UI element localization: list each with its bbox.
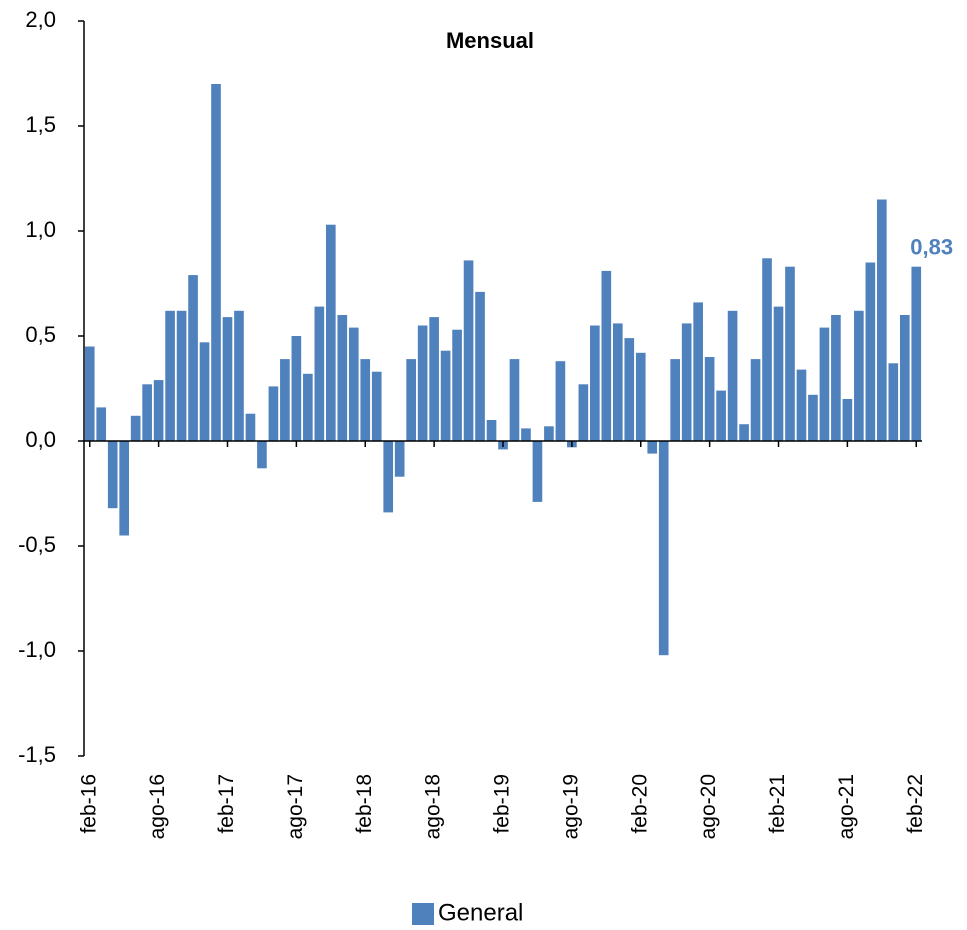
x-tick-label: feb-18 (353, 774, 376, 834)
bar (865, 262, 876, 441)
bar (819, 327, 830, 441)
y-tick-label: 0,0 (25, 427, 56, 452)
bar (727, 310, 738, 441)
bar (785, 266, 795, 441)
x-tick-label: ago-21 (835, 774, 858, 839)
bar (716, 390, 726, 441)
bar (130, 415, 141, 441)
bar (348, 327, 359, 441)
bar (750, 359, 761, 441)
bar (360, 359, 371, 441)
legend-swatch (412, 903, 434, 925)
bar (188, 275, 198, 441)
x-tick-label: ago-19 (559, 774, 582, 839)
bar (314, 306, 325, 441)
bar (773, 306, 784, 441)
bar (383, 441, 394, 513)
bar (211, 84, 221, 441)
x-tick-label: ago-18 (422, 774, 445, 839)
bar (463, 260, 474, 441)
bar (842, 399, 853, 441)
bar (291, 336, 302, 441)
bar (888, 363, 899, 441)
bar (521, 428, 531, 441)
bar (590, 325, 600, 441)
bar (119, 441, 129, 536)
bar (245, 413, 256, 441)
x-tick-label: feb-16 (77, 774, 100, 834)
bar (394, 441, 405, 477)
bar (325, 224, 336, 441)
legend-label: General (438, 899, 523, 926)
x-tick-label: feb-21 (766, 774, 789, 834)
bar (899, 315, 910, 441)
bar (257, 441, 267, 469)
y-tick-label: 1,5 (25, 112, 56, 137)
bar (84, 346, 95, 441)
bar (808, 394, 818, 441)
bar (406, 359, 416, 441)
bar (303, 373, 313, 441)
bar (704, 357, 715, 441)
bar (739, 424, 749, 441)
bar (555, 361, 566, 441)
bar (544, 426, 554, 441)
y-tick-label: -1,0 (18, 637, 56, 662)
bar (280, 359, 290, 441)
bar (486, 420, 497, 441)
chart-title: Mensual (446, 28, 534, 53)
bar (635, 352, 646, 441)
y-tick-label: -0,5 (18, 532, 56, 557)
x-tick-label: feb-22 (904, 774, 927, 834)
x-tick-label: ago-17 (284, 774, 307, 839)
x-tick-label: feb-20 (628, 774, 651, 834)
bar (234, 310, 244, 441)
bar (371, 371, 382, 441)
bar (417, 325, 428, 441)
bar (107, 441, 118, 509)
bar (796, 369, 807, 441)
bar (693, 302, 703, 441)
bar (176, 310, 187, 441)
bar (911, 266, 922, 441)
data-label: 0,83 (910, 235, 953, 260)
bar (578, 384, 589, 441)
bar (475, 291, 485, 441)
bar (681, 323, 692, 441)
bar (670, 359, 681, 441)
bar (165, 310, 175, 441)
bar (854, 310, 864, 441)
bar (429, 317, 439, 441)
bar (142, 384, 152, 441)
bar (647, 441, 658, 454)
x-tick-label: ago-16 (146, 774, 169, 839)
y-tick-label: -1,5 (18, 742, 56, 767)
x-tick-label: ago-20 (697, 774, 720, 839)
bar (440, 350, 451, 441)
bar (532, 441, 543, 502)
bar (268, 386, 279, 441)
y-tick-label: 2,0 (25, 7, 56, 32)
bar (153, 380, 164, 441)
y-tick-label: 1,0 (25, 217, 56, 242)
bar (624, 338, 635, 441)
bar (612, 323, 623, 441)
y-tick-label: 0,5 (25, 322, 56, 347)
bar (877, 199, 887, 441)
x-tick-label: feb-19 (491, 774, 514, 834)
bar (509, 359, 520, 441)
bar (452, 329, 462, 441)
x-tick-label: feb-17 (215, 774, 238, 834)
bar (337, 315, 348, 441)
bar (831, 315, 841, 441)
bar (762, 258, 772, 441)
bar (601, 270, 612, 441)
bar (199, 342, 210, 441)
bar (222, 317, 233, 441)
bar (96, 407, 107, 441)
bar (658, 441, 669, 656)
